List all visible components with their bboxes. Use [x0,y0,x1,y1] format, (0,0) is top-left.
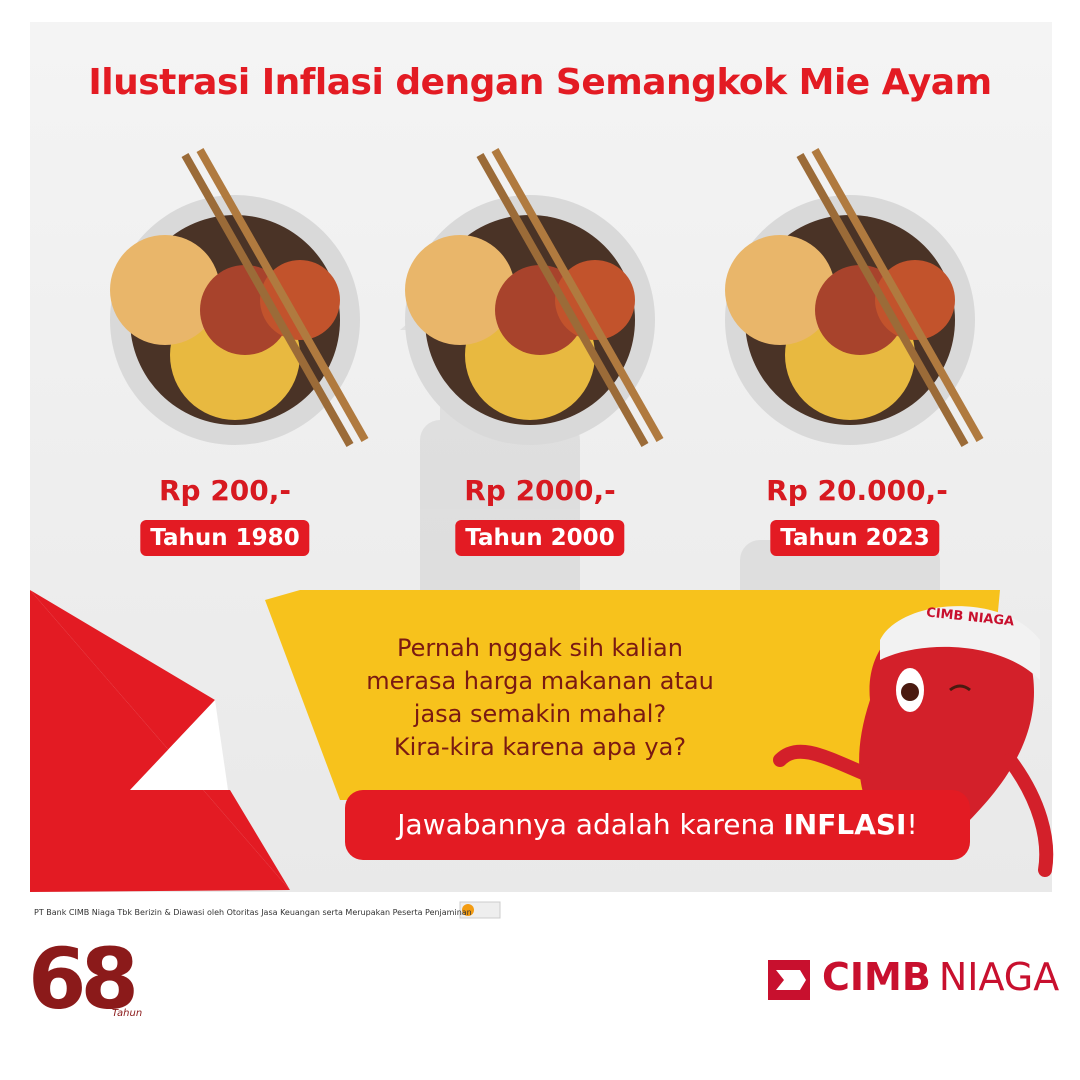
title: Ilustrasi Inflasi dengan Semangkok Mie A… [88,62,992,103]
brand: CIMB NIAGA [822,955,1059,999]
answer-emphasis: INFLASI [783,808,907,841]
question-line: Kira-kira karena apa ya? [393,733,687,761]
year-badge: Tahun 2023 [770,520,940,556]
anniversary-label: Tahun [112,1008,143,1019]
question-line: Pernah nggak sih kalian [397,634,683,662]
brand-name: CIMB [822,955,931,999]
brand-suffix: NIAGA [938,955,1060,999]
question-line: jasa semakin mahal? [413,700,667,728]
price: Rp 200,- [158,474,292,507]
answer-suffix: ! [906,808,918,841]
brand-logo [768,960,810,1000]
anniversary-number: 68 [28,930,139,1028]
price: Rp 2000,- [464,474,616,507]
year-badge: Tahun 1980 [140,520,310,556]
answer: Jawabannya adalah karena INFLASI! [345,790,970,860]
answer-text: Jawabannya adalah karena [397,808,776,841]
question: Pernah nggak sih kalian merasa harga mak… [330,632,750,764]
disclaimer: PT Bank CIMB Niaga Tbk Berizin & Diawasi… [34,908,472,917]
year-badge: Tahun 2000 [455,520,625,556]
question-line: merasa harga makanan atau [366,667,714,695]
bowls [110,148,984,447]
price: Rp 20.000,- [766,474,948,507]
